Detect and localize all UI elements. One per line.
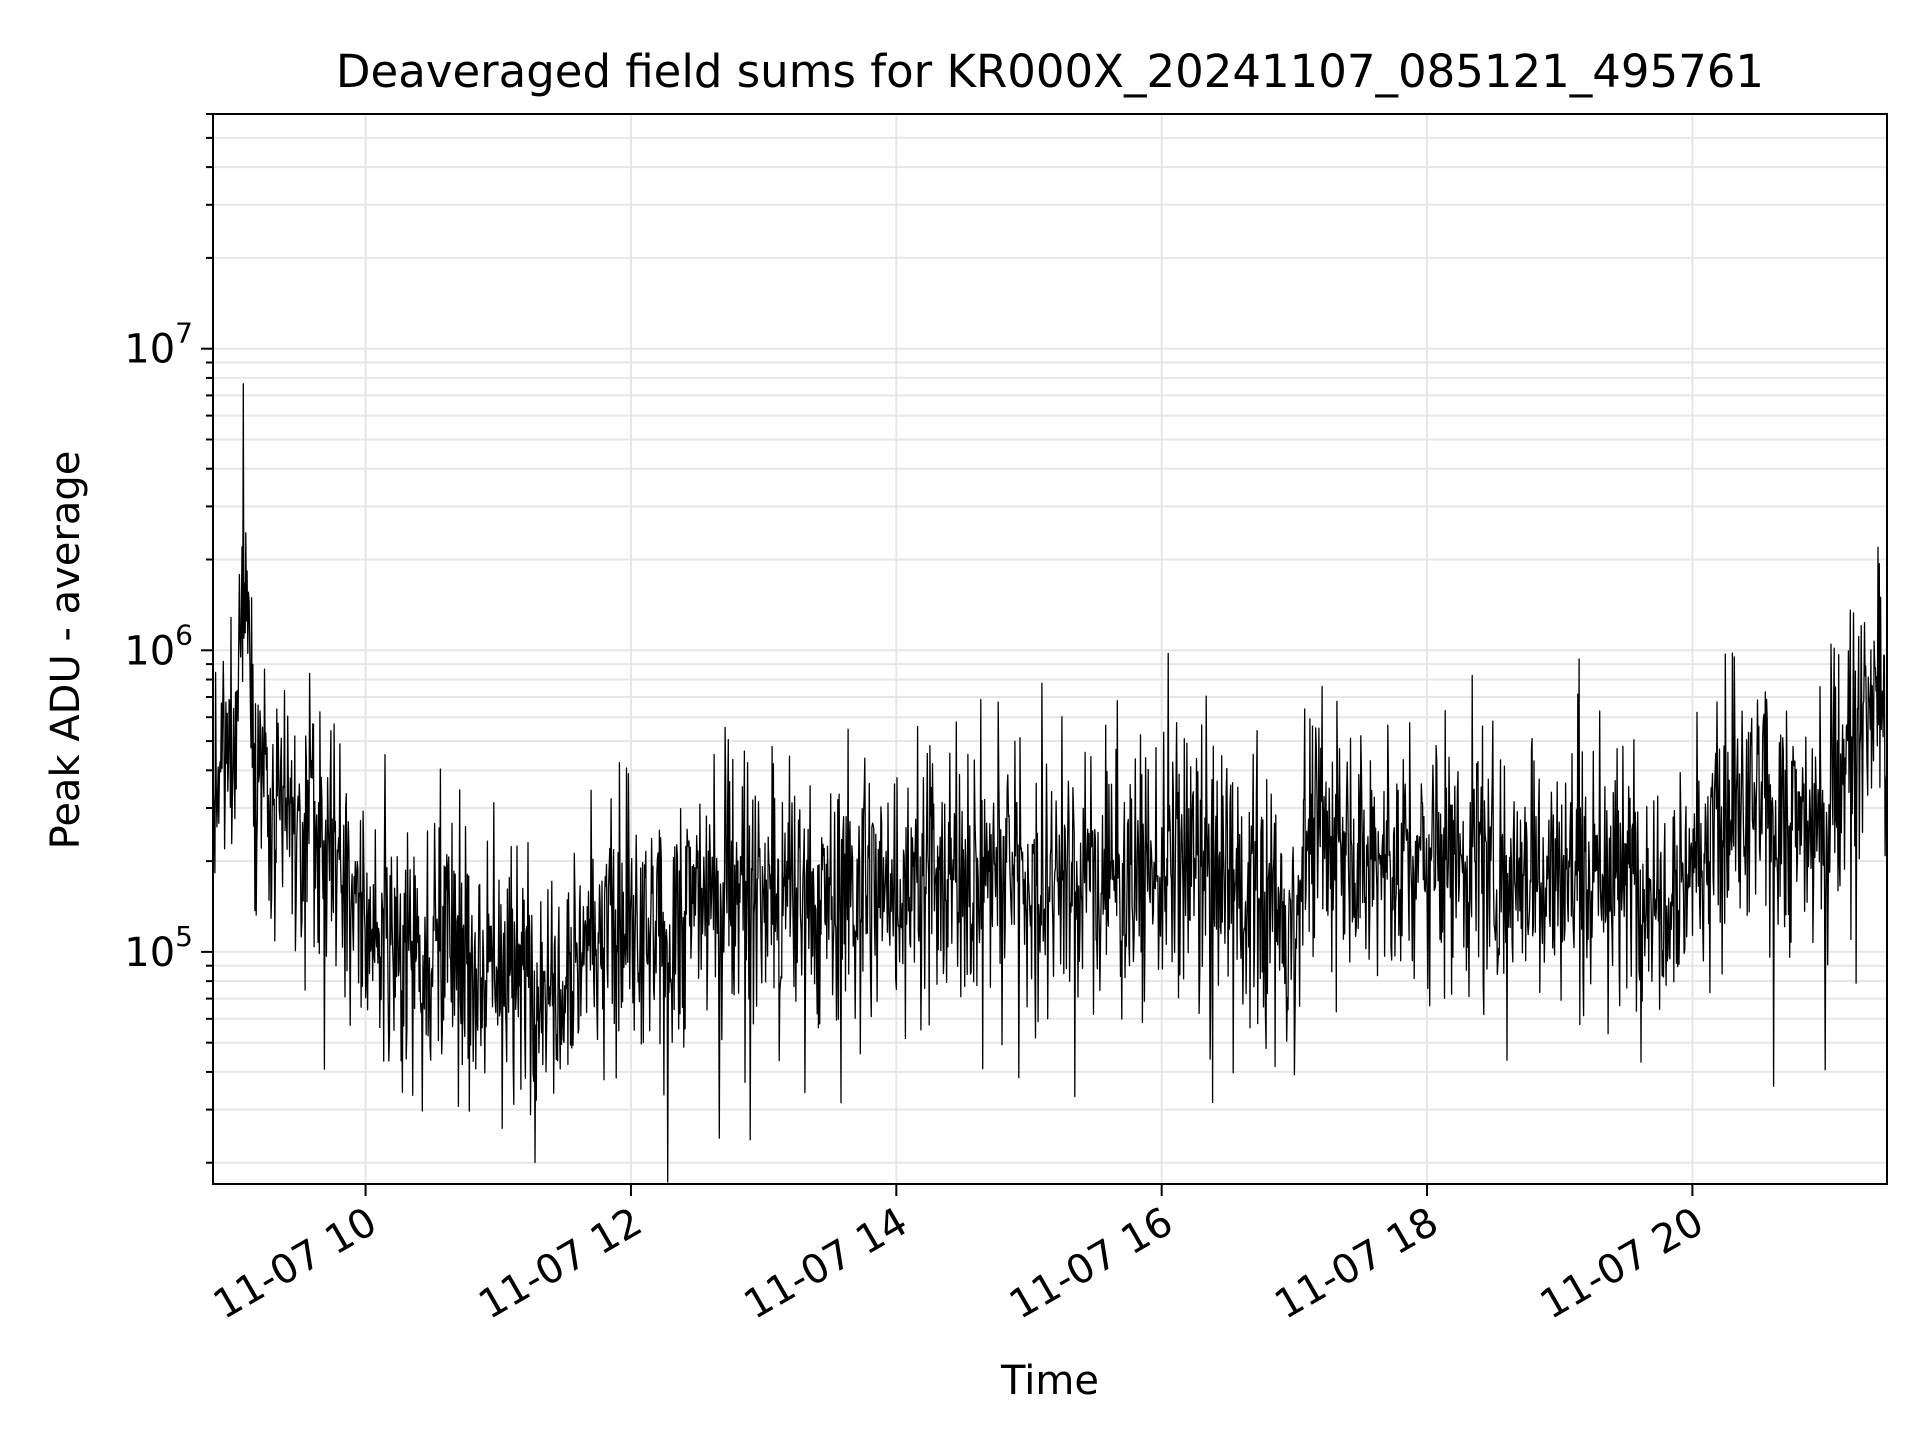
y-axis: 105 106 107	[124, 113, 213, 1164]
x-tick-label: 11-07 16	[1002, 1199, 1181, 1329]
x-tick-label: 11-07 18	[1267, 1199, 1446, 1329]
y-axis-label: Peak ADU - average	[43, 450, 89, 850]
series-line	[212, 383, 1888, 1183]
chart-title: Deaveraged field sums for KR000X_2024110…	[335, 45, 1765, 98]
x-axis: 11-07 10 11-07 12 11-07 14 11-07 16 11-07 18…	[206, 1184, 1712, 1329]
y-tick-label: 105	[124, 920, 193, 976]
y-tick-label: 106	[124, 618, 193, 674]
plot-frame	[212, 113, 1888, 1185]
x-tick-label: 11-07 10	[206, 1199, 385, 1329]
y-tick-label: 107	[124, 317, 193, 373]
x-tick-label: 11-07 12	[471, 1199, 650, 1329]
x-axis-label: Time	[1001, 1358, 1099, 1404]
x-tick-label: 11-07 14	[737, 1199, 916, 1329]
x-tick-label: 11-07 20	[1533, 1199, 1712, 1329]
